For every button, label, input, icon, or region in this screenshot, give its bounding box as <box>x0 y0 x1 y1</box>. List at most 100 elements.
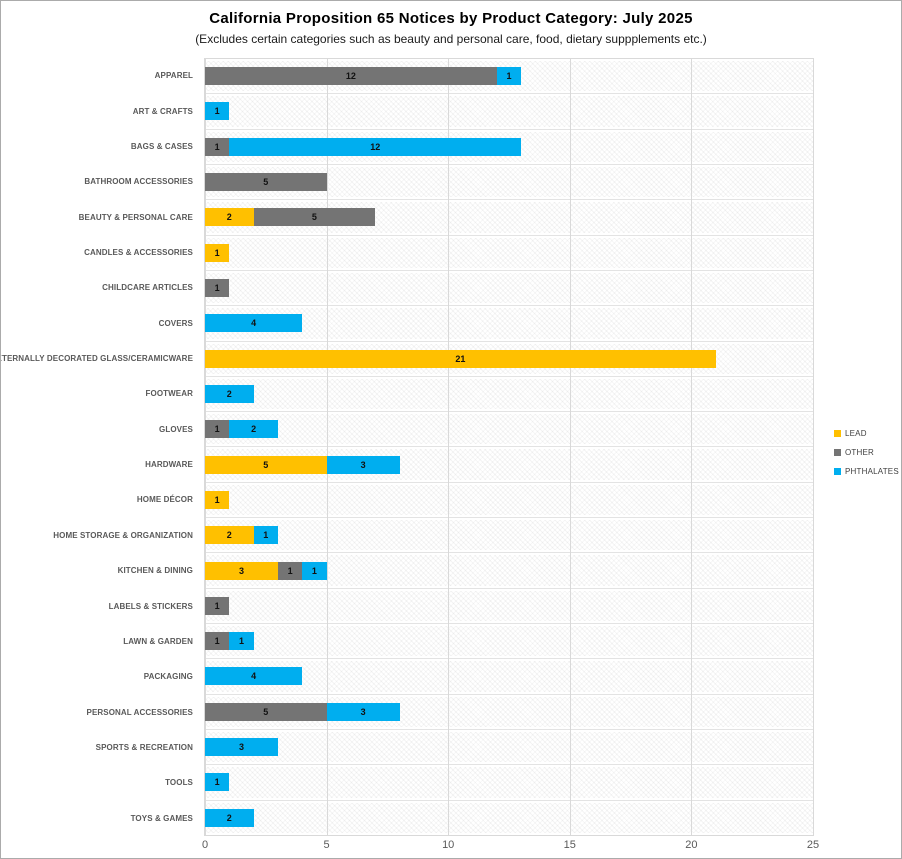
stacked-bar: 1 <box>205 243 230 262</box>
bar-segment-other: 1 <box>277 561 303 580</box>
bar-segment-other: 1 <box>205 420 230 439</box>
stacked-bar: 1 <box>205 490 230 509</box>
stacked-bar: 1 <box>205 596 230 615</box>
legend-label: LEAD <box>845 429 867 438</box>
bar-segment-phthalates: 3 <box>205 738 278 757</box>
category-label: HARDWARE <box>145 460 193 470</box>
category-band: 3 <box>205 730 813 766</box>
bar-segment-phthalates: 1 <box>496 67 522 86</box>
bar-segment-other: 12 <box>205 67 497 86</box>
category-label: CHILDCARE ARTICLES <box>102 283 193 293</box>
category-label: KITCHEN & DINING <box>117 566 193 576</box>
x-axis-tick-label: 10 <box>442 839 455 851</box>
category-label: PERSONAL ACCESSORIES <box>86 707 193 717</box>
bar-segment-lead: 1 <box>205 243 230 262</box>
category-band: 1 <box>205 765 813 801</box>
x-axis-tick-label: 20 <box>685 839 698 851</box>
category-label: APPAREL <box>154 71 193 81</box>
category-label: LAWN & GARDEN <box>123 636 193 646</box>
bar-segment-lead: 5 <box>205 455 327 474</box>
stacked-bar: 12 1 <box>205 67 522 86</box>
legend-label: PHTHALATES <box>845 467 899 476</box>
category-band: 1 <box>205 271 813 307</box>
category-band: 2 <box>205 801 813 835</box>
bar-segment-other: 1 <box>205 279 230 298</box>
category-label: EXTERNALLY DECORATED GLASS/CERAMICWARE <box>0 354 193 364</box>
vertical-gridline <box>448 59 450 835</box>
x-axis-tick-label: 0 <box>201 839 209 851</box>
legend: LEAD OTHER PHTHALATES <box>834 429 899 486</box>
category-label: CANDLES & ACCESSORIES <box>84 247 193 257</box>
bar-segment-phthalates: 12 <box>229 137 522 156</box>
legend-label: OTHER <box>845 448 874 457</box>
category-band: 4 <box>205 659 813 695</box>
bar-segment-phthalates: 4 <box>205 667 303 686</box>
bar-segment-other: 5 <box>205 173 327 192</box>
x-axis: 0 5 10 15 20 25 <box>1 839 901 855</box>
bar-segment-other: 5 <box>253 208 376 227</box>
bar-segment-phthalates: 3 <box>326 702 400 721</box>
bar-segment-phthalates: 1 <box>229 632 254 651</box>
bar-segment-phthalates: 2 <box>229 420 278 439</box>
category-label: TOOLS <box>165 778 193 788</box>
category-label: TOYS & GAMES <box>130 813 193 823</box>
vertical-gridline <box>813 59 814 835</box>
stacked-bar: 5 <box>205 173 327 192</box>
chart-title: California Proposition 65 Notices by Pro… <box>209 10 693 27</box>
bar-segment-lead: 3 <box>205 561 278 580</box>
category-label: ART & CRAFTS <box>132 106 193 116</box>
stacked-bar: 3 <box>205 738 278 757</box>
stacked-bar: 2 <box>205 384 254 403</box>
vertical-gridline <box>326 59 328 835</box>
bar-segment-lead: 1 <box>205 490 230 509</box>
category-label: FOOTWEAR <box>145 389 193 399</box>
category-label: HOME STORAGE & ORGANIZATION <box>53 530 193 540</box>
vertical-gridline <box>691 59 693 835</box>
stacked-bar: 1 <box>205 279 230 298</box>
category-band: 1 <box>205 589 813 624</box>
bar-segment-phthalates: 2 <box>205 808 254 827</box>
legend-swatch-icon <box>834 468 841 475</box>
category-band: 1 <box>205 483 813 519</box>
category-label: LABELS & STICKERS <box>108 601 193 611</box>
category-label: PACKAGING <box>143 672 193 682</box>
stacked-bar: 1 <box>205 102 230 121</box>
bar-segment-phthalates: 1 <box>253 526 278 545</box>
bar-segment-phthalates: 1 <box>205 102 230 121</box>
bar-segment-other: 1 <box>205 137 230 156</box>
bar-segment-phthalates: 3 <box>326 455 400 474</box>
stacked-bar: 2 <box>205 808 254 827</box>
category-band: 1 <box>205 94 813 130</box>
stacked-bar: 4 <box>205 314 303 333</box>
category-label: COVERS <box>158 318 193 328</box>
category-label: HOME DÉCOR <box>136 495 193 505</box>
stacked-bar: 1 <box>205 773 230 792</box>
category-label: SPORTS & RECREATION <box>95 743 193 752</box>
category-band: 1 <box>205 236 813 271</box>
category-label: BAGS & CASES <box>130 141 193 151</box>
legend-swatch-icon <box>834 430 841 437</box>
bar-segment-phthalates: 4 <box>205 314 303 333</box>
category-axis: APPAREL ART & CRAFTS BAGS & CASES BATHROOM … <box>1 58 199 836</box>
category-band: 21 <box>205 342 813 377</box>
legend-item-phthalates: PHTHALATES <box>834 467 899 476</box>
category-label: BEAUTY & PERSONAL CARE <box>78 212 193 222</box>
stacked-bar: 21 <box>205 349 716 368</box>
bar-segment-phthalates: 1 <box>205 773 230 792</box>
bar-segment-lead: 2 <box>205 526 254 545</box>
bar-segment-lead: 2 <box>205 208 254 227</box>
x-axis-tick-label: 5 <box>323 839 330 851</box>
